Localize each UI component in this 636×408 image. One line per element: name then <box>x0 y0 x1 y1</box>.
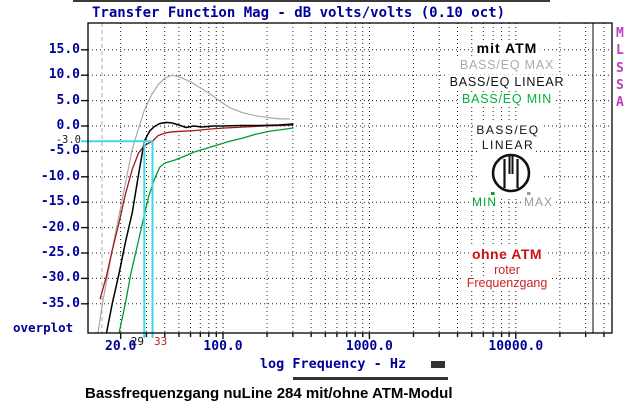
knob-min-label: MIN <box>470 195 499 209</box>
y-axis-tick-label: -10.0 <box>40 168 80 184</box>
knob-title-line1: BASS/EQ <box>474 123 542 137</box>
cursor-lines <box>81 140 154 338</box>
x-axis-tick-label: 20.0 <box>105 339 137 354</box>
x-axis-tick-label: 10000.0 <box>488 339 544 354</box>
minus3db-cursor-label: -3.0 <box>55 134 81 146</box>
knob-min-mark <box>491 192 495 196</box>
x-axis-tick-label: 1000.0 <box>345 339 393 354</box>
y-axis-tick-label: 0.0 <box>56 118 80 133</box>
y-axis-tick-label: 10.0 <box>48 67 80 83</box>
plot-title: Transfer Function Mag - dB volts/volts (… <box>92 5 506 21</box>
brand-letter-m: M <box>616 26 624 41</box>
knob-title-line2: LINEAR <box>479 138 537 152</box>
overplot-label: overplot <box>13 320 74 335</box>
cursor-33hz-label: 33 <box>154 335 168 348</box>
response-curves <box>97 74 294 334</box>
figure-caption: Bassfrequenzgang nuLine 284 mit/ohne ATM… <box>85 385 453 402</box>
y-axis-tick-label: -35.0 <box>40 295 80 311</box>
note-frequenzgang: Frequenzgang <box>463 276 551 290</box>
note-roter: roter <box>491 263 523 277</box>
window-edge-artifact-bottom <box>293 377 448 380</box>
y-axis-tick-label: 15.0 <box>48 41 80 57</box>
plot-border <box>87 22 613 334</box>
curve-ohne-atm <box>99 124 294 300</box>
x-axis-tick-label: 100.0 <box>203 339 243 354</box>
y-axis-tick-label: -15.0 <box>40 194 80 210</box>
legend-item-mit-atm: mit ATM <box>473 40 541 56</box>
legend-item-bass-eq-min: BASS/EQ MIN <box>458 92 556 106</box>
window-edge-artifact-top <box>73 0 550 2</box>
y-axis-tick-label: -30.0 <box>40 270 80 286</box>
brand-letter-a: A <box>616 95 624 111</box>
y-axis-tick-label: 5.0 <box>56 92 80 108</box>
legend-item-bass-eq-max: BASS/EQ MAX <box>456 58 558 72</box>
legend-item-bass-eq-linear: BASS/EQ LINEAR <box>446 75 568 89</box>
curve-bass-eq-min <box>118 127 294 334</box>
brand-letter-s: S <box>616 77 624 93</box>
cursor-29hz-label: 29 <box>130 335 144 348</box>
x-axis-title: log Frequency - Hz <box>259 356 407 372</box>
curve-mit-atm-bass-eq-linear <box>105 121 294 334</box>
curve-bass-eq-max <box>97 74 291 334</box>
brand-letter-l: L <box>616 43 624 59</box>
level-knob-icon <box>478 152 544 196</box>
note-ohne-atm: ohne ATM <box>468 246 546 262</box>
y-axis-tick-label: -25.0 <box>40 245 80 260</box>
y-axis-tick-label: -5.0 <box>48 143 80 159</box>
y-axis-tick-label: -20.0 <box>40 219 80 235</box>
knob-max-label: MAX <box>522 195 556 209</box>
brand-letter-s: S <box>616 60 624 76</box>
window-edge-artifact-blob <box>431 361 445 368</box>
knob-max-mark <box>527 192 531 196</box>
